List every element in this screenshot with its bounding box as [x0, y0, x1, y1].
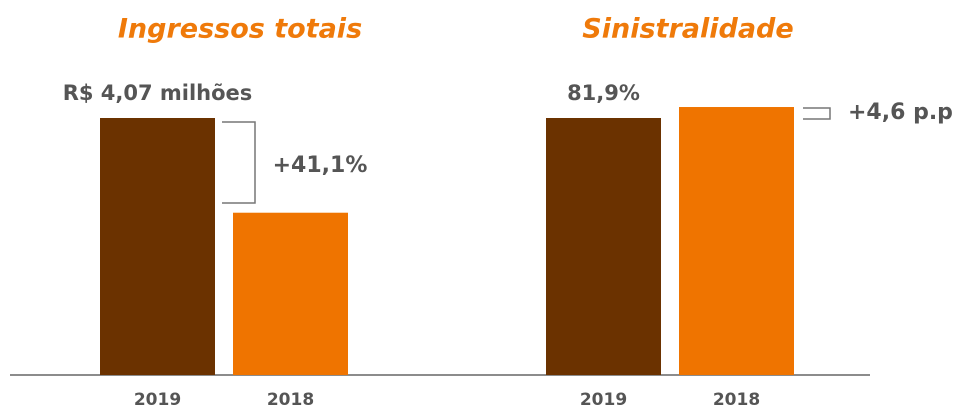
bar [679, 107, 794, 376]
bracket [222, 121, 256, 204]
value-label: R$ 4,07 milhões [63, 81, 253, 105]
bar [233, 212, 348, 375]
bracket [803, 107, 831, 120]
chart-title: Sinistralidade [582, 14, 793, 45]
x-tick-label: 2019 [134, 390, 181, 410]
x-tick-label: 2018 [267, 390, 314, 410]
annotation: +41,1% [273, 153, 368, 178]
annotation: +4,6 p.p [848, 100, 953, 125]
value-label: 81,9% [567, 81, 640, 105]
x-tick-label: 2018 [713, 390, 760, 410]
bar [100, 118, 215, 375]
x-tick-label: 2019 [580, 390, 627, 410]
chart-title: Ingressos totais [118, 14, 362, 45]
bar [546, 118, 661, 375]
